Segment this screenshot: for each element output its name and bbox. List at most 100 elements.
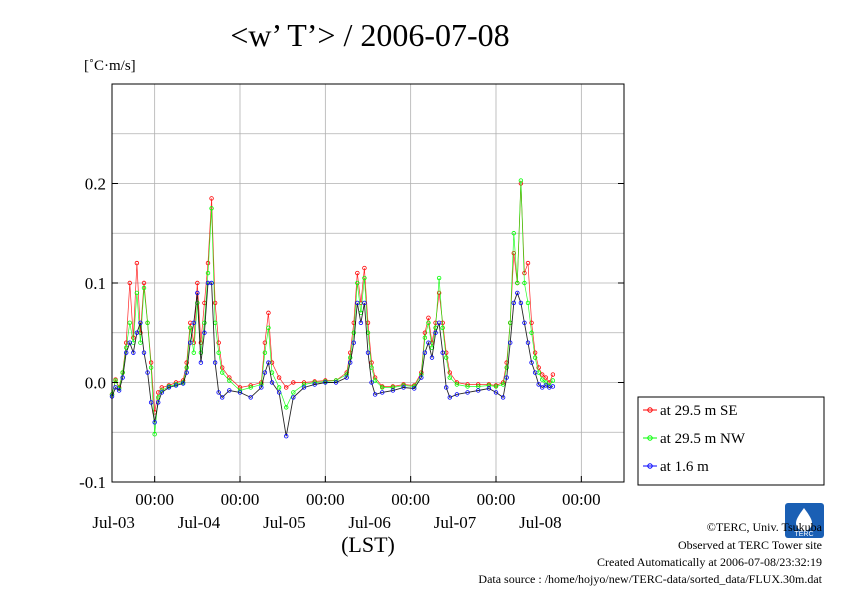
data-point xyxy=(515,280,520,286)
x-tick-label-date: Jul-06 xyxy=(348,513,391,532)
water-drop-icon xyxy=(796,508,812,531)
data-point xyxy=(493,384,499,389)
data-point xyxy=(291,395,296,400)
credit-created: Created Automatically at 2006-07-08/23:3… xyxy=(597,555,822,569)
data-point xyxy=(362,275,367,281)
x-tick-label-time: 00:00 xyxy=(135,490,174,509)
data-point xyxy=(486,383,492,388)
data-point xyxy=(529,360,534,365)
data-point xyxy=(202,320,207,325)
legend: at 29.5 m SE at 29.5 m NW at 1.6 m xyxy=(637,396,825,486)
data-point xyxy=(127,340,132,345)
data-point xyxy=(401,385,406,390)
data-point xyxy=(120,370,125,375)
data-point xyxy=(362,300,367,306)
data-point xyxy=(148,400,154,405)
data-point xyxy=(351,340,356,345)
data-point xyxy=(493,390,499,395)
data-point xyxy=(518,178,524,183)
data-point xyxy=(465,390,470,395)
data-point xyxy=(426,320,431,325)
data-point xyxy=(518,300,524,306)
data-point xyxy=(209,280,214,286)
data-point xyxy=(508,340,513,345)
x-tick-label-date: Jul-05 xyxy=(263,513,306,532)
x-tick-label-date: Jul-07 xyxy=(434,513,477,532)
data-series xyxy=(109,178,556,439)
data-point xyxy=(532,350,538,355)
data-point xyxy=(540,377,545,382)
data-point xyxy=(522,320,527,325)
data-point xyxy=(348,360,353,365)
data-point xyxy=(198,360,204,365)
legend-box xyxy=(637,396,825,486)
x-axis-label: (LST) xyxy=(341,532,395,557)
data-point xyxy=(422,335,428,340)
x-tick-label-time: 00:00 xyxy=(477,490,516,509)
logo-text: TERC xyxy=(794,531,813,538)
data-point xyxy=(323,380,328,385)
data-point xyxy=(212,300,218,306)
data-point xyxy=(180,381,186,386)
data-point xyxy=(351,330,356,335)
data-point xyxy=(205,270,211,276)
data-point xyxy=(419,375,424,380)
data-point xyxy=(312,382,317,387)
data-point xyxy=(301,382,307,387)
data-point xyxy=(152,432,157,437)
x-tick-label-time: 00:00 xyxy=(562,490,601,509)
data-point xyxy=(550,372,556,377)
data-point xyxy=(202,330,207,335)
data-point xyxy=(152,420,157,425)
data-point xyxy=(134,330,140,335)
legend-label: at 29.5 m NW xyxy=(660,431,746,447)
data-point xyxy=(429,355,435,360)
series-1 xyxy=(109,181,556,415)
data-point xyxy=(511,250,516,256)
data-point xyxy=(390,385,396,390)
data-point xyxy=(444,355,449,360)
data-point xyxy=(529,320,534,325)
data-point xyxy=(266,325,271,330)
data-point xyxy=(188,325,193,330)
x-tick-label-date: Jul-03 xyxy=(92,513,135,532)
data-point xyxy=(216,350,221,355)
credit-copyright: ©TERC, Univ. Tsukuba xyxy=(707,520,823,534)
terc-logo: TERC xyxy=(785,503,824,538)
data-point xyxy=(276,390,282,395)
data-point xyxy=(141,280,147,286)
data-point xyxy=(159,390,164,395)
x-tick-label-time: 00:00 xyxy=(221,490,260,509)
data-point xyxy=(141,285,147,291)
data-point xyxy=(138,320,143,325)
legend-label: at 29.5 m SE xyxy=(660,403,738,419)
data-point xyxy=(262,350,268,355)
data-point xyxy=(436,290,442,296)
axis-ticks: -0.10.00.10.200:00Jul-0300:00Jul-0400:00… xyxy=(79,175,624,532)
data-point xyxy=(284,405,289,410)
data-point xyxy=(447,370,452,375)
data-point xyxy=(504,365,509,370)
data-point xyxy=(536,365,541,370)
series-line xyxy=(111,282,554,437)
data-point xyxy=(440,325,445,330)
data-point xyxy=(454,382,460,387)
data-point xyxy=(540,385,545,390)
data-point xyxy=(525,260,531,266)
data-point xyxy=(543,375,548,380)
data-point xyxy=(113,385,118,390)
data-point xyxy=(454,392,460,397)
data-point xyxy=(216,390,221,395)
data-point xyxy=(191,350,196,355)
data-point xyxy=(205,260,211,266)
data-point xyxy=(209,196,214,201)
data-point xyxy=(291,380,296,385)
data-point xyxy=(266,310,271,316)
data-point xyxy=(248,395,253,400)
y-tick-label: 0.1 xyxy=(85,274,106,293)
data-point xyxy=(220,365,225,370)
data-point xyxy=(525,300,531,306)
data-point xyxy=(486,386,492,391)
data-point xyxy=(220,395,225,400)
